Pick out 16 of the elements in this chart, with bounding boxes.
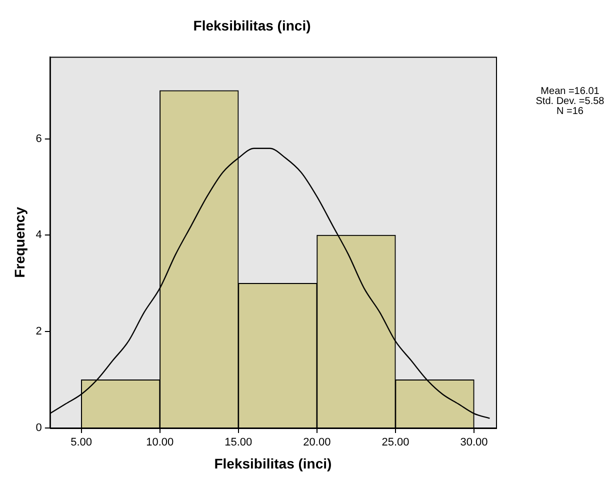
x-tick-label: 15.00 xyxy=(224,436,252,449)
x-axis-title: Fleksibilitas (inci) xyxy=(214,455,332,472)
y-tick-label: 2 xyxy=(36,326,42,338)
text: Mean =16.01 xyxy=(540,86,600,97)
y-axis-title: Frequency xyxy=(11,206,28,278)
x-tick-label: 5.00 xyxy=(70,436,92,449)
y-tick-label: 4 xyxy=(36,229,42,242)
x-tick-label: 10.00 xyxy=(146,436,174,449)
y-tick-label: 6 xyxy=(36,132,42,145)
x-tick-label: 20.00 xyxy=(303,436,331,449)
x-tick-label: 25.00 xyxy=(382,436,410,449)
text: Std. Dev. =5.58 xyxy=(536,96,605,107)
text: N =16 xyxy=(556,106,584,117)
y-tick-label: 0 xyxy=(36,422,42,434)
chart-title: Fleksibilitas (inci) xyxy=(193,17,311,34)
x-tick-label: 30.00 xyxy=(460,436,488,449)
